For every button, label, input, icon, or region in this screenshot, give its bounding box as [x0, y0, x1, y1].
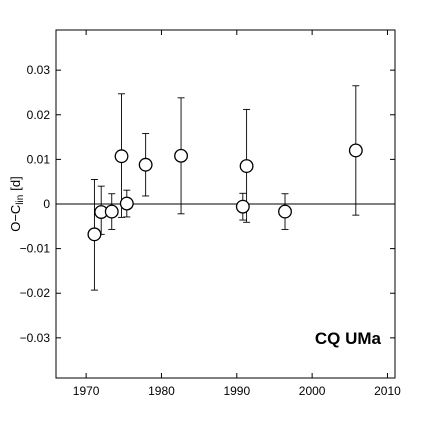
plot-frame — [55, 29, 396, 379]
axis-ticks: 1970 1980 1990 2000 2010 −0.03 −0.02 −0.01 0 0.01… — [20, 30, 401, 398]
y-tick-label: 0 — [43, 197, 50, 211]
data-point — [348, 143, 363, 158]
data-point — [235, 199, 250, 214]
y-axis-label-unit: [d] — [8, 176, 23, 190]
star-name-annotation: CQ UMa — [315, 329, 382, 348]
y-axis-label-subscript: lin — [15, 195, 26, 205]
data-point — [119, 196, 134, 211]
data-point — [278, 204, 292, 219]
x-tick-label: 2000 — [299, 384, 326, 398]
svg-text:O−Clin[d]: O−Clin [d] — [8, 176, 26, 232]
x-tick-label: 1980 — [148, 384, 175, 398]
data-point — [138, 157, 153, 172]
y-tick-label: −0.01 — [20, 242, 51, 256]
x-tick-label: 1990 — [223, 384, 250, 398]
y-axis-label-main: O−C — [8, 205, 23, 232]
data-point — [104, 204, 119, 219]
data-point — [87, 227, 102, 242]
y-tick-label: 0.02 — [27, 108, 51, 122]
data-point — [239, 159, 254, 174]
y-axis-label: O−Clin [d] — [8, 176, 26, 232]
y-tick-label: −0.02 — [20, 286, 51, 300]
data-series — [87, 85, 363, 291]
y-tick-label: 0.03 — [27, 63, 51, 77]
data-point — [174, 148, 189, 163]
data-point — [114, 149, 129, 164]
x-tick-label: 1970 — [73, 384, 100, 398]
y-tick-label: −0.03 — [20, 331, 51, 345]
x-tick-label: 2010 — [374, 384, 401, 398]
y-tick-label: 0.01 — [27, 152, 51, 166]
